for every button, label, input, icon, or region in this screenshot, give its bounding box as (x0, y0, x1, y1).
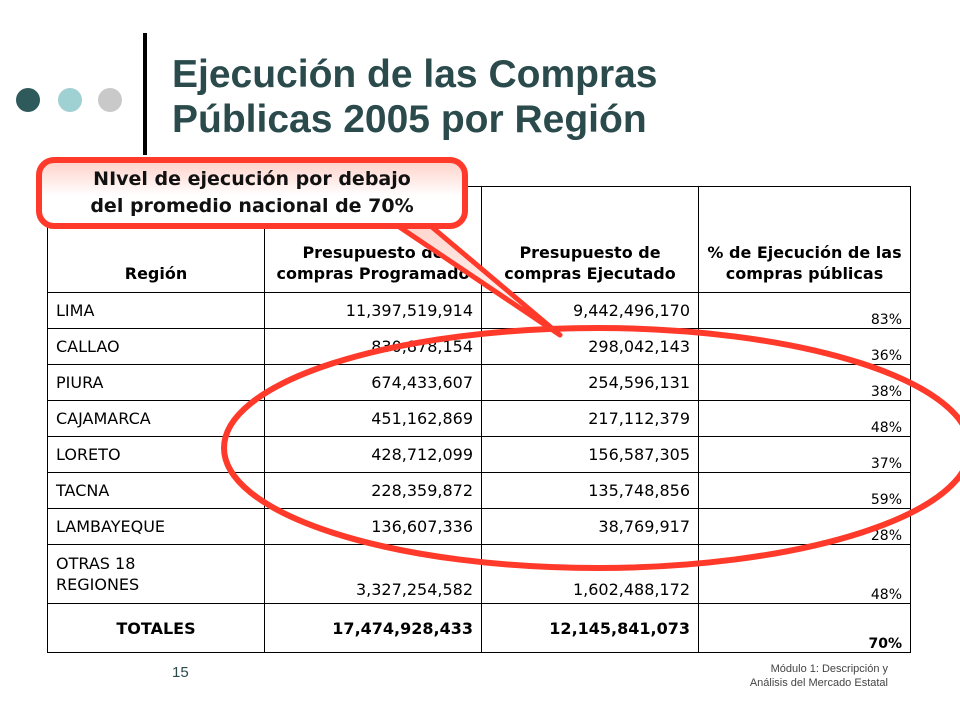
cell-ejecutado: 217,112,379 (481, 400, 699, 437)
cell-programado: 3,327,254,582 (264, 544, 482, 604)
cell-ejecutado: 156,587,305 (481, 436, 699, 473)
cell-ejecutado: 9,442,496,170 (481, 292, 699, 329)
table-row: LAMBAYEQUE 136,607,336 38,769,917 28% (47, 508, 911, 545)
cell-region: LAMBAYEQUE (47, 508, 265, 545)
table-row: CAJAMARCA 451,162,869 217,112,379 48% (47, 400, 911, 437)
table-total-row: TOTALES 17,474,928,433 12,145,841,073 70… (47, 603, 911, 653)
header-pct: % de Ejecución de las compras públicas (698, 186, 911, 293)
footer-text: Módulo 1: Descripción y Análisis del Mer… (750, 662, 888, 690)
cell-programado: 674,433,607 (264, 364, 482, 401)
purchases-table: Región Presupuesto de compras Programado… (47, 186, 911, 653)
cell-region: PIURA (47, 364, 265, 401)
callout-box: NIvel de ejecución por debajo del promed… (36, 157, 468, 229)
cell-region-line-1: OTRAS 18 (56, 554, 136, 573)
decor-dot-dark (16, 88, 40, 112)
table-row: CALLAO 830,878,154 298,042,143 36% (47, 328, 911, 365)
table-row: OTRAS 18 REGIONES 3,327,254,582 1,602,48… (47, 544, 911, 604)
title-line-1: Ejecución de las Compras (172, 53, 658, 96)
cell-programado: 11,397,519,914 (264, 292, 482, 329)
cell-programado: 428,712,099 (264, 436, 482, 473)
table-row: LORETO 428,712,099 156,587,305 37% (47, 436, 911, 473)
header-ejecutado: Presupuesto de compras Ejecutado (481, 186, 699, 293)
footer-line-2: Análisis del Mercado Estatal (749, 677, 888, 689)
title-line-2: Públicas 2005 por Región (172, 98, 647, 141)
cell-ejecutado: 254,596,131 (481, 364, 699, 401)
cell-programado: 228,359,872 (264, 472, 482, 509)
cell-ejecutado: 1,602,488,172 (481, 544, 699, 604)
decor-dot-teal (58, 88, 82, 112)
cell-pct: 38% (698, 364, 911, 401)
cell-programado: 136,607,336 (264, 508, 482, 545)
cell-region: TACNA (47, 472, 265, 509)
cell-pct: 83% (698, 292, 911, 329)
page-number: 15 (172, 664, 189, 681)
title-divider (143, 33, 147, 155)
decor-dot-gray (98, 88, 122, 112)
cell-total-pct: 70% (698, 603, 911, 653)
callout-line-2: del promedio nacional de 70% (90, 195, 414, 217)
table-row: PIURA 674,433,607 254,596,131 38% (47, 364, 911, 401)
cell-ejecutado: 38,769,917 (481, 508, 699, 545)
cell-region: CALLAO (47, 328, 265, 365)
cell-pct: 48% (698, 544, 911, 604)
cell-pct: 36% (698, 328, 911, 365)
cell-total-label: TOTALES (47, 603, 265, 653)
cell-region: CAJAMARCA (47, 400, 265, 437)
cell-programado: 830,878,154 (264, 328, 482, 365)
cell-ejecutado: 135,748,856 (481, 472, 699, 509)
table-row: TACNA 228,359,872 135,748,856 59% (47, 472, 911, 509)
cell-pct: 48% (698, 400, 911, 437)
cell-region-line-2: REGIONES (56, 575, 140, 594)
cell-total-programado: 17,474,928,433 (264, 603, 482, 653)
cell-region: OTRAS 18 REGIONES (47, 544, 265, 604)
cell-programado: 451,162,869 (264, 400, 482, 437)
cell-pct: 59% (698, 472, 911, 509)
slide-title: Ejecución de las Compras Públicas 2005 p… (172, 52, 658, 142)
callout-line-1: NIvel de ejecución por debajo (93, 168, 411, 190)
cell-pct: 28% (698, 508, 911, 545)
cell-total-ejecutado: 12,145,841,073 (481, 603, 699, 653)
footer-line-1: Módulo 1: Descripción y (770, 663, 888, 675)
cell-region: LORETO (47, 436, 265, 473)
cell-region: LIMA (47, 292, 265, 329)
cell-ejecutado: 298,042,143 (481, 328, 699, 365)
cell-pct: 37% (698, 436, 911, 473)
table-row: LIMA 11,397,519,914 9,442,496,170 83% (47, 292, 911, 329)
